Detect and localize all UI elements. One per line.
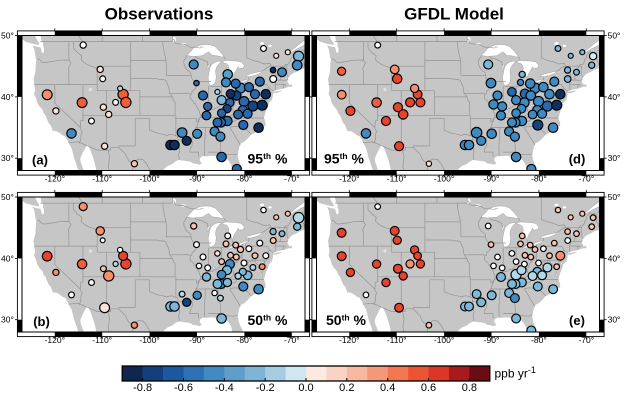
svg-text:-110°: -110° xyxy=(387,174,407,184)
svg-text:(b): (b) xyxy=(33,314,50,329)
svg-text:30°: 30° xyxy=(608,153,621,163)
svg-text:-100°: -100° xyxy=(434,174,454,184)
svg-text:95th %: 95th % xyxy=(324,150,364,166)
svg-text:-100°: -100° xyxy=(139,335,159,345)
svg-text:40°: 40° xyxy=(1,253,14,263)
svg-text:40°: 40° xyxy=(608,92,621,102)
svg-text:(a): (a) xyxy=(32,152,48,167)
svg-text:-80°: -80° xyxy=(531,174,547,184)
svg-text:-0.4: -0.4 xyxy=(215,382,234,394)
svg-text:Observations: Observations xyxy=(105,5,214,24)
svg-text:95th %: 95th % xyxy=(248,150,288,166)
svg-text:40°: 40° xyxy=(1,92,14,102)
svg-text:-120°: -120° xyxy=(339,174,359,184)
svg-text:-70°: -70° xyxy=(578,335,594,345)
svg-text:-110°: -110° xyxy=(92,335,112,345)
svg-text:-0.8: -0.8 xyxy=(133,382,152,394)
svg-text:40°: 40° xyxy=(608,253,621,263)
svg-text:(e): (e) xyxy=(569,313,585,328)
svg-text:-100°: -100° xyxy=(139,174,159,184)
svg-text:50°: 50° xyxy=(1,192,14,202)
svg-text:50th %: 50th % xyxy=(326,312,366,328)
svg-text:-90°: -90° xyxy=(484,335,500,345)
svg-text:-0.6: -0.6 xyxy=(174,382,193,394)
svg-text:-90°: -90° xyxy=(189,174,205,184)
svg-text:0.4: 0.4 xyxy=(380,382,395,394)
svg-text:-80°: -80° xyxy=(237,174,253,184)
svg-text:0.2: 0.2 xyxy=(339,382,354,394)
svg-text:50°: 50° xyxy=(608,192,621,202)
svg-text:-100°: -100° xyxy=(434,335,454,345)
svg-text:-120°: -120° xyxy=(339,335,359,345)
svg-text:-110°: -110° xyxy=(92,174,112,184)
svg-text:30°: 30° xyxy=(608,315,621,325)
svg-text:-80°: -80° xyxy=(237,335,253,345)
svg-text:50°: 50° xyxy=(608,31,621,41)
svg-text:-110°: -110° xyxy=(387,335,407,345)
svg-text:ppb yr-1: ppb yr-1 xyxy=(495,365,536,381)
svg-text:-80°: -80° xyxy=(531,335,547,345)
svg-text:-70°: -70° xyxy=(578,174,594,184)
svg-text:0.6: 0.6 xyxy=(421,382,436,394)
svg-text:0.0: 0.0 xyxy=(298,382,313,394)
svg-text:(d): (d) xyxy=(569,151,586,166)
svg-text:GFDL Model: GFDL Model xyxy=(404,5,504,24)
svg-text:-0.2: -0.2 xyxy=(256,382,275,394)
svg-text:-120°: -120° xyxy=(45,335,65,345)
svg-text:-90°: -90° xyxy=(484,174,500,184)
svg-text:0.8: 0.8 xyxy=(462,382,477,394)
svg-text:50th %: 50th % xyxy=(248,312,288,328)
svg-text:50°: 50° xyxy=(1,31,14,41)
svg-text:30°: 30° xyxy=(1,315,14,325)
svg-text:30°: 30° xyxy=(1,153,14,163)
svg-text:-120°: -120° xyxy=(45,174,65,184)
svg-text:-70°: -70° xyxy=(284,174,300,184)
svg-text:-70°: -70° xyxy=(284,335,300,345)
svg-text:-90°: -90° xyxy=(189,335,205,345)
